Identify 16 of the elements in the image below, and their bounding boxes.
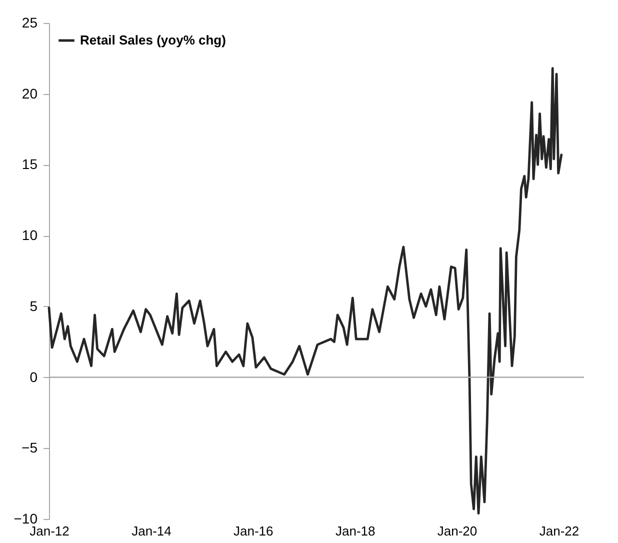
x-tick-label: Jan-14 [132, 524, 172, 538]
x-tick-label: Jan-22 [539, 524, 580, 538]
y-tick-label: 0 [30, 368, 38, 385]
y-tick-label: −5 [22, 440, 38, 456]
y-tick-label: 15 [22, 156, 38, 172]
x-tick-label: Jan-20 [437, 524, 478, 538]
line-series [48, 67, 563, 515]
x-tick-label: Jan-18 [336, 524, 376, 538]
y-tick-label: −10 [14, 510, 38, 526]
legend-label: Retail Sales (yoy% chg) [80, 32, 226, 48]
x-tick-label: Jan-16 [233, 524, 274, 538]
y-tick-label: 20 [22, 85, 38, 102]
x-tick-label: Jan-12 [30, 524, 70, 538]
y-tick-label: 10 [22, 227, 38, 244]
y-tick-label: 25 [22, 14, 38, 30]
y-tick-label: 5 [30, 298, 38, 314]
